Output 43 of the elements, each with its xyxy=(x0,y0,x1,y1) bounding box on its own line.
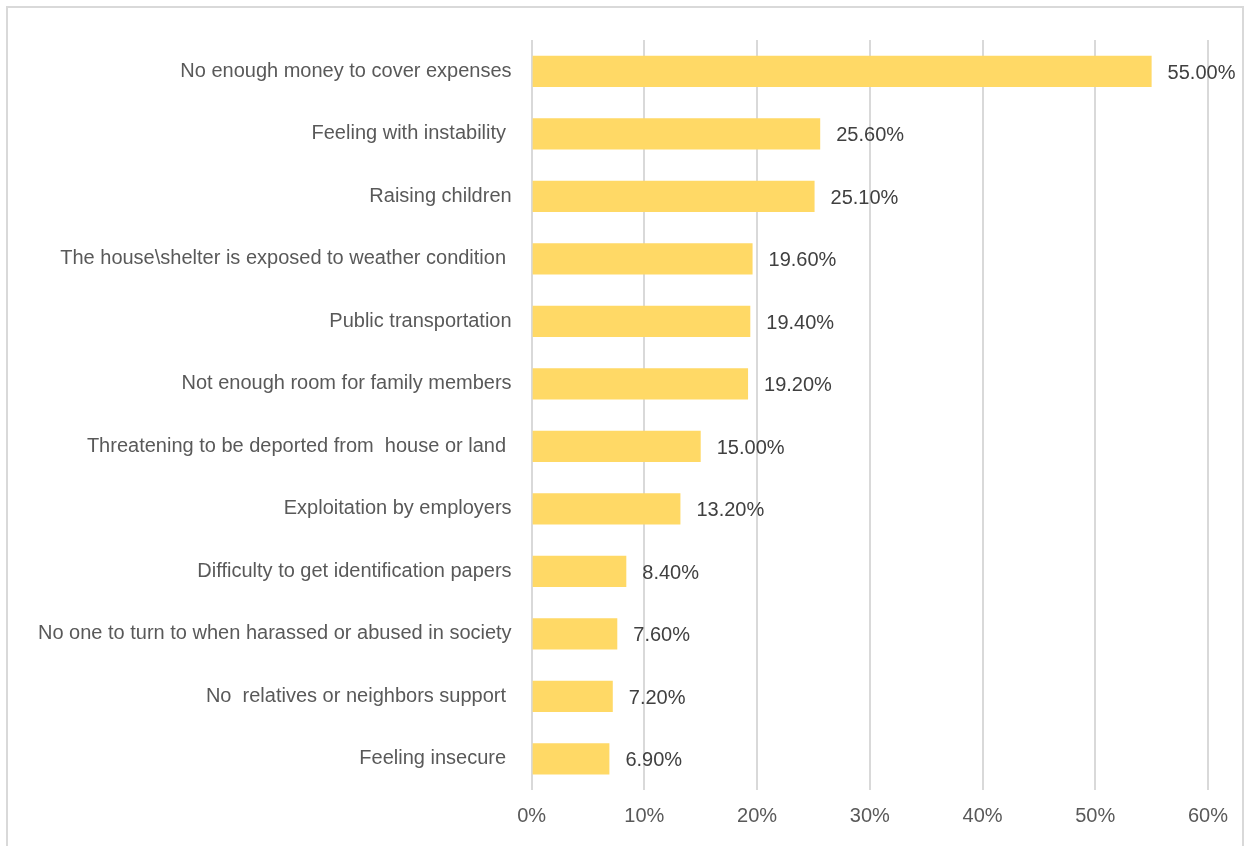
bar xyxy=(532,305,751,337)
bar xyxy=(532,243,753,275)
x-tick-label: 30% xyxy=(849,803,891,826)
data-label: 19.60% xyxy=(768,248,837,271)
y-tick-label: Threatening to be deported from house or land xyxy=(86,433,512,456)
data-label: 55.00% xyxy=(1167,60,1236,83)
bar xyxy=(532,743,610,775)
y-tick-label: No relatives or neighbors support xyxy=(205,683,512,706)
x-tick-label: 50% xyxy=(1075,803,1116,826)
x-tick-label: 40% xyxy=(962,803,1003,826)
x-tick-label: 20% xyxy=(737,803,778,826)
y-tick-label: Public transportation xyxy=(329,308,512,331)
y-tick-label: Feeling insecure xyxy=(359,746,512,769)
data-label: 13.20% xyxy=(696,498,765,521)
x-tick-label: 10% xyxy=(624,803,665,826)
y-tick-label: Raising children xyxy=(369,183,512,206)
y-tick-label: Difficulty to get identification papers xyxy=(197,558,512,581)
y-tick-label: The house\shelter is exposed to weather condition xyxy=(60,246,512,269)
data-label: 19.40% xyxy=(766,310,835,333)
x-tick-label: 60% xyxy=(1187,803,1229,826)
data-label: 19.20% xyxy=(764,373,833,396)
bar xyxy=(532,430,701,462)
y-tick-label: Feeling with instability xyxy=(311,121,512,144)
data-label: 15.00% xyxy=(716,435,785,458)
data-label: 6.90% xyxy=(625,748,683,771)
bar xyxy=(532,368,749,400)
data-label: 7.20% xyxy=(628,685,686,708)
y-tick-label: No one to turn to when harassed or abused in society xyxy=(38,621,512,644)
data-label: 8.40% xyxy=(642,560,700,583)
y-tick-label: No enough money to cover expenses xyxy=(180,58,512,81)
x-tick-label: 0% xyxy=(517,803,547,826)
bar xyxy=(532,618,618,650)
y-tick-label: Exploitation by employers xyxy=(283,496,512,519)
bar xyxy=(532,180,815,212)
bar xyxy=(532,55,1152,87)
y-tick-label: Not enough room for family members xyxy=(181,371,512,394)
data-label: 7.60% xyxy=(633,623,691,646)
bar xyxy=(532,680,613,712)
data-label: 25.10% xyxy=(830,185,899,208)
data-label: 25.60% xyxy=(836,123,905,146)
bar xyxy=(532,118,821,150)
bar xyxy=(532,493,681,525)
bar xyxy=(532,555,627,587)
